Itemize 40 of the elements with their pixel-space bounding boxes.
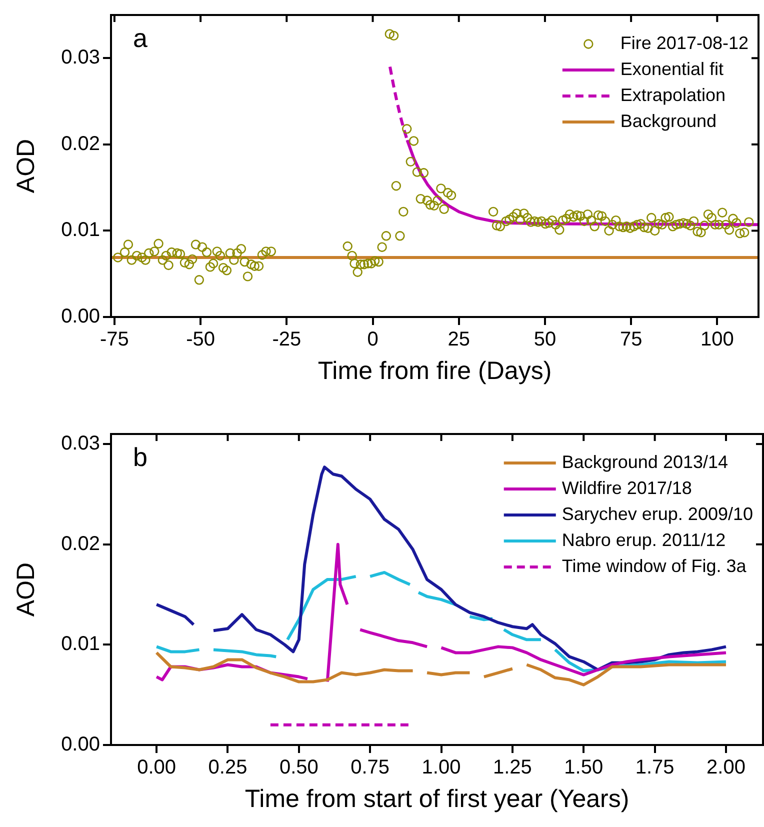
legend-label: Fire 2017-08-12 [620,32,749,53]
legend-label: Nabro erup. 2011/12 [562,530,726,550]
legend-label: Sarychev erup. 2009/10 [562,504,754,524]
x-tick-label: 100 [700,328,734,351]
x-tick-label: 2.00 [706,756,746,779]
x-axis-title: Time from fire (Days) [318,356,552,385]
annotation: a [133,23,148,54]
x-tick-label: 1.25 [492,756,532,779]
legend-label: Background [620,110,717,131]
x-tick-label: 25 [448,328,470,351]
y-tick-label: 0.02 [61,132,100,155]
y-tick-label: 0.02 [61,532,100,555]
legend-label: Time window of Fig. 3a [562,556,748,576]
x-tick-label: 1.00 [422,756,461,779]
y-tick-label: 0.01 [61,219,100,242]
y-tick-label: 0.03 [61,46,100,69]
y-axis-title: AOD [12,138,40,194]
x-tick-label: 1.50 [564,756,604,779]
annotation: b [133,442,148,472]
legend-label: Exonential fit [620,58,724,79]
x-tick-label: 0.75 [350,756,390,779]
y-tick-label: 0.01 [61,633,100,656]
x-tick-label: 75 [620,328,642,351]
legend-label: Background 2013/14 [562,452,728,472]
x-tick-label: 0.00 [137,756,176,779]
x-axis-title: Time from start of first year (Years) [244,784,630,813]
x-tick-label: -50 [186,328,215,351]
y-tick-label: 0.00 [61,734,100,756]
x-tick-label: 0.50 [279,756,318,779]
x-tick-label: -75 [100,328,129,351]
y-tick-label: 0.00 [61,306,100,328]
x-tick-label: -25 [272,328,302,351]
legend-label: Wildfire 2017/18 [562,478,692,498]
x-tick-label: 0 [367,328,378,351]
y-tick-label: 0.03 [61,432,100,455]
x-tick-label: 1.75 [635,756,674,779]
y-axis-title: AOD [12,562,40,617]
legend-label: Extrapolation [620,84,726,105]
x-tick-label: 50 [534,328,556,351]
x-tick-label: 0.25 [208,756,248,779]
